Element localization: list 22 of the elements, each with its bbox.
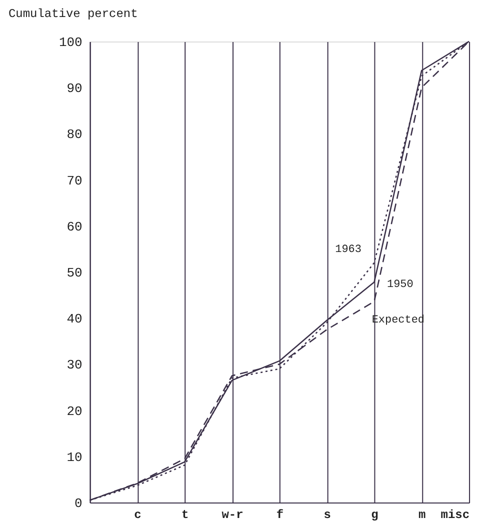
x-tick-label: f	[276, 508, 284, 522]
x-tick-label: g	[371, 508, 378, 522]
x-tick-label: s	[324, 508, 331, 522]
y-tick-label: 70	[66, 173, 82, 188]
y-tick-label: 90	[66, 81, 82, 96]
y-tick-label: 10	[66, 450, 82, 465]
y-tick-label: 60	[66, 219, 82, 234]
annotation: 1963	[335, 244, 362, 256]
x-tick-label: t	[182, 508, 189, 522]
y-axis-title: Cumulative percent	[8, 7, 138, 22]
y-tick-label: 20	[66, 404, 82, 419]
y-tick-label: 50	[66, 265, 82, 280]
x-tick-label: misc	[440, 508, 470, 522]
x-tick-label: c	[134, 508, 142, 522]
annotation: 1950	[387, 279, 414, 292]
y-tick-label: 100	[58, 34, 82, 50]
y-tick-label: 80	[66, 127, 82, 142]
x-tick-label: m	[418, 508, 426, 522]
y-tick-label: 40	[66, 312, 82, 327]
y-tick-label: 30	[66, 358, 82, 373]
y-tick-label: 0	[74, 496, 82, 511]
x-tick-label: w-r	[222, 508, 244, 522]
